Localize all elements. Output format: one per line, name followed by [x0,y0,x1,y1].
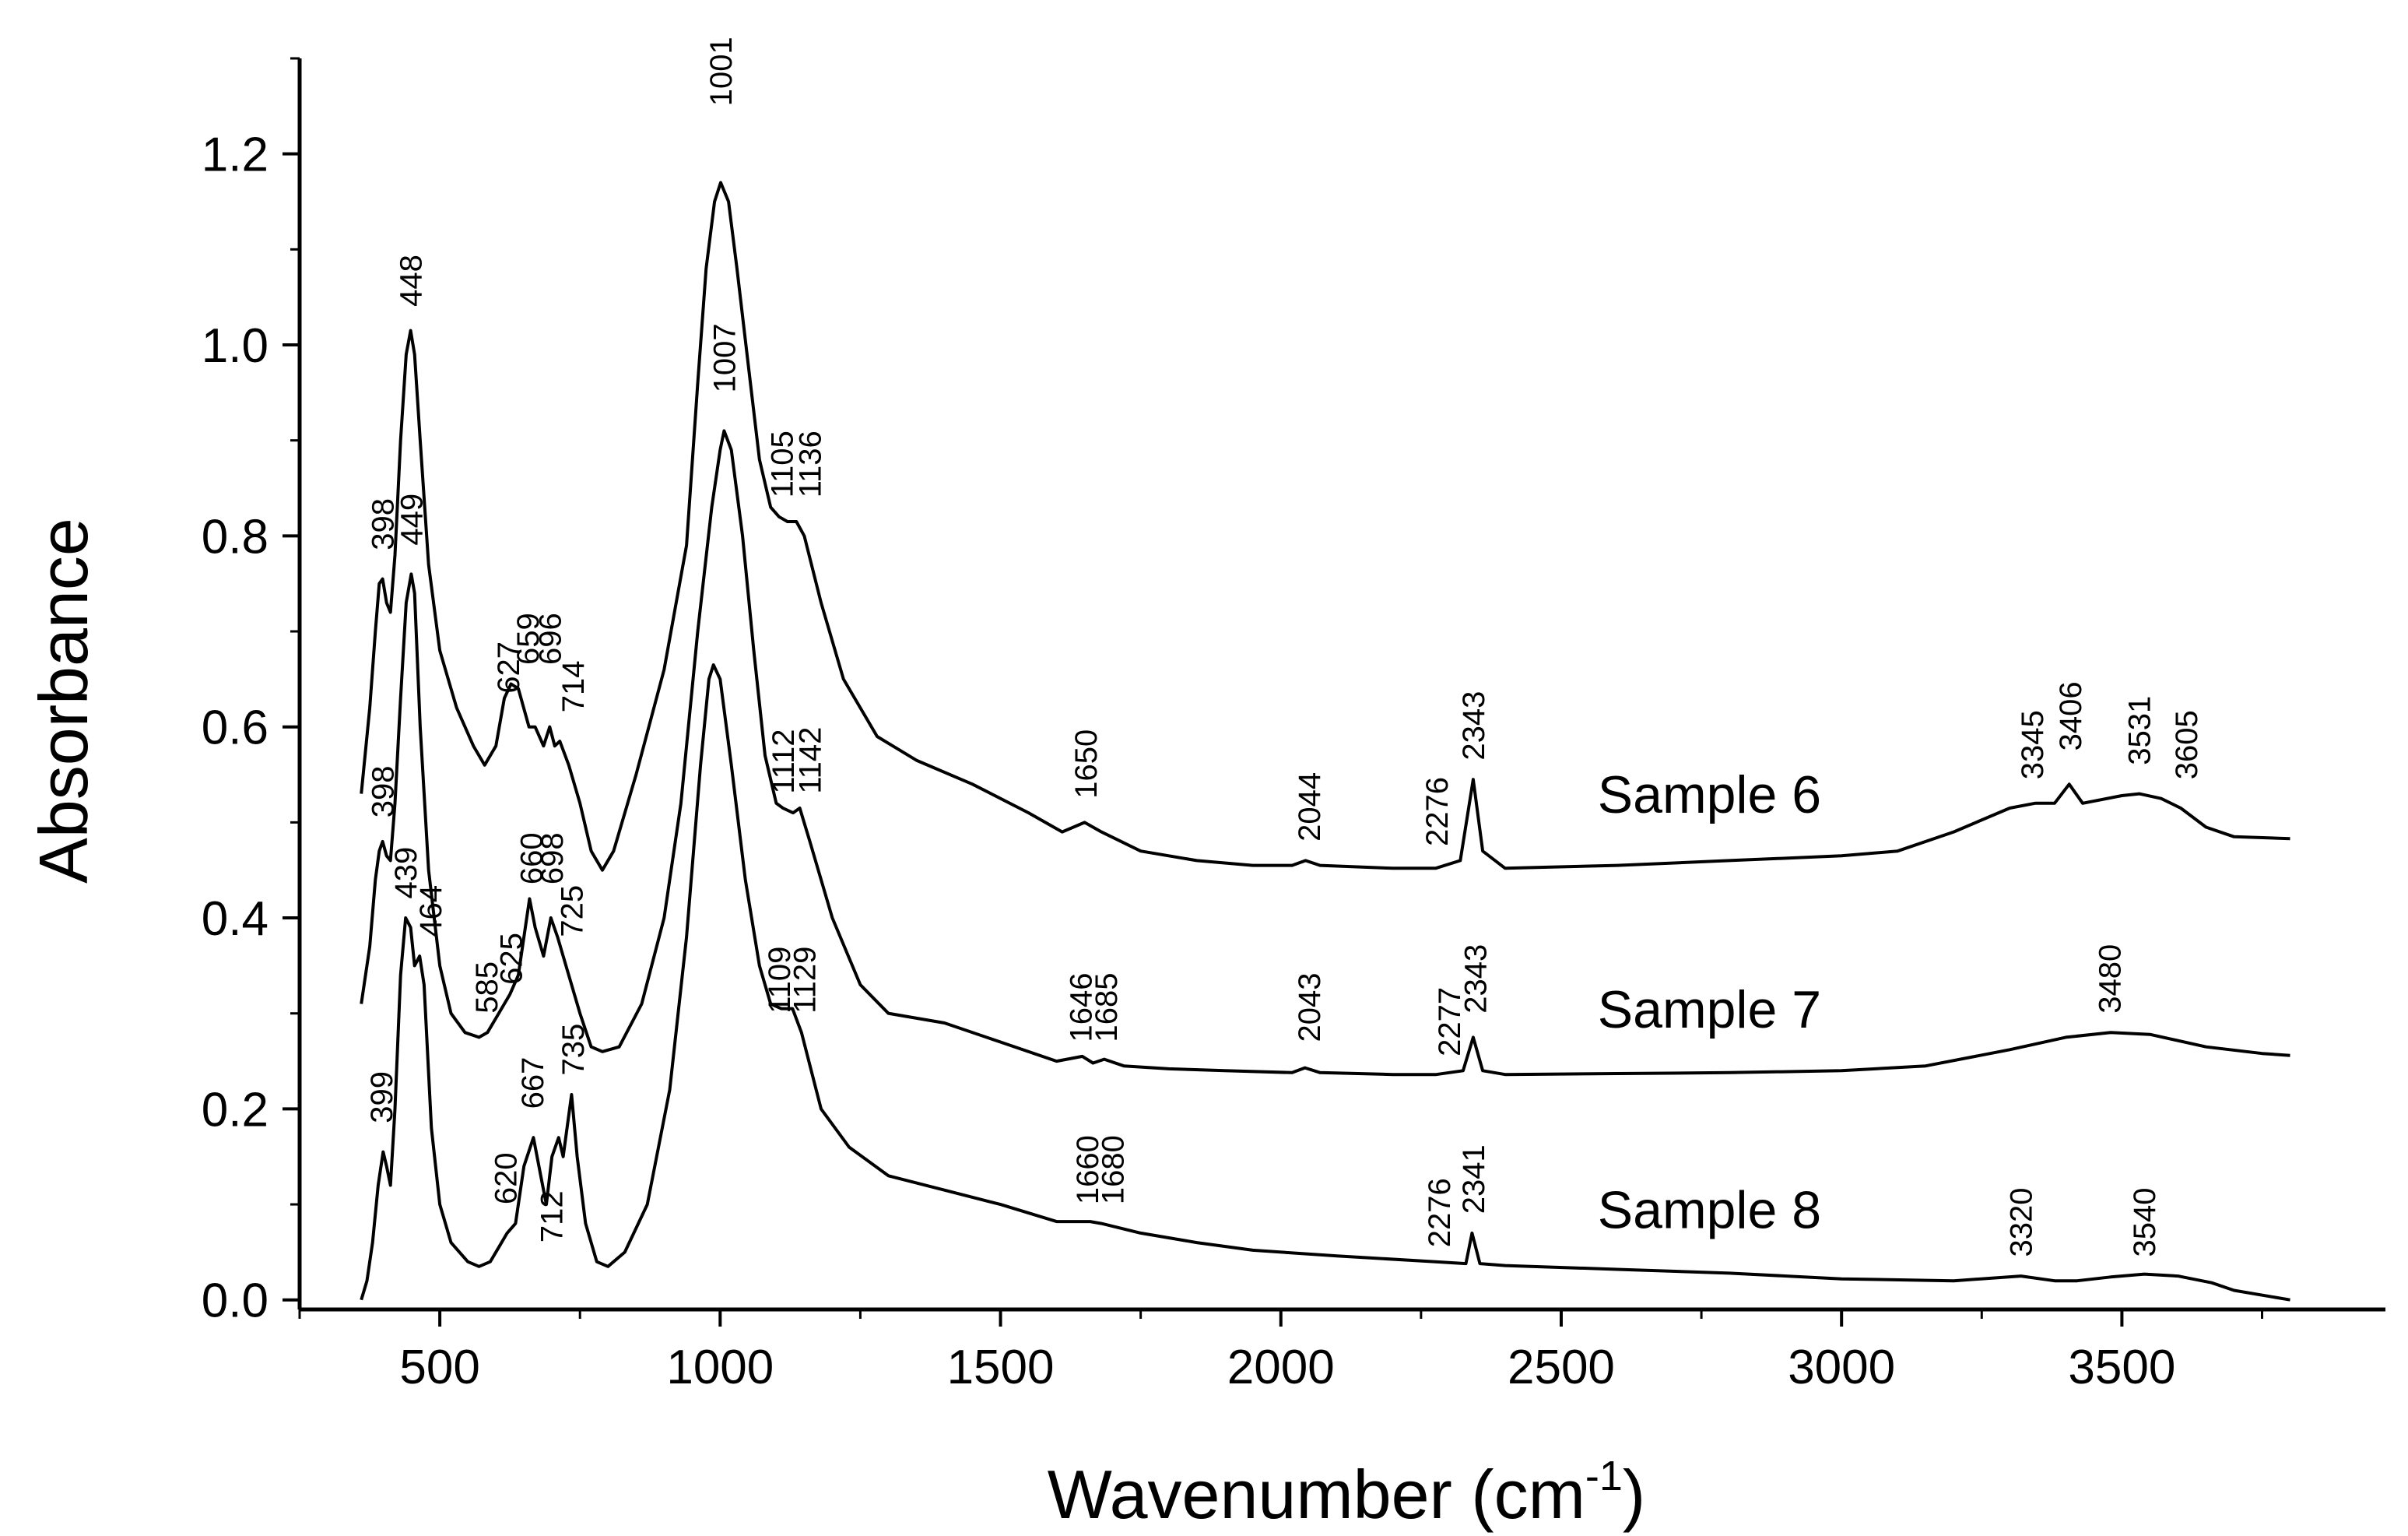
series-group: Sample 6 Sample 7 Sample 8 [360,181,2290,1302]
peak-label: 627 [492,641,526,694]
peak-annotations: 1001448398449100711051136627659696714165… [365,37,2204,1257]
peak-label: 1001 [704,37,739,106]
series-line-3 [360,663,2290,1302]
peak-label: 3531 [2123,696,2157,765]
y-tick-label: 0.4 [202,892,269,946]
peak-label: 725 [555,885,589,937]
peak-label: 3480 [2094,944,2128,1014]
peak-label: 2044 [1293,772,1327,842]
peak-label: 1646 [1065,973,1099,1042]
peak-label: 1660 [1071,1135,1105,1204]
peak-label: 625 [495,933,529,985]
peak-label: 660 [515,832,549,884]
peak-label: 659 [511,613,546,665]
peak-label: 1007 [707,323,742,392]
x-tick-label: 1500 [947,1341,1055,1394]
peak-label: 1685 [1090,973,1124,1042]
x-axis-label-superscript: -1 [1585,1453,1623,1499]
peak-label: 1112 [767,729,801,794]
axes: 0.0 0.2 0.4 0.6 0.8 1.0 1.2 500 1000 1500 2000 2500… [202,57,2385,1394]
peak-label: 1142 [794,727,828,794]
y-tick-label: 0.2 [202,1083,269,1137]
x-axis-label-main: Wavenumber (cm [1048,1456,1585,1533]
series-label-3: Sample 8 [1598,1181,1821,1240]
x-tick-label: 3500 [2068,1341,2175,1394]
series-label-2: Sample 7 [1598,980,1821,1039]
peak-label: 698 [535,832,570,884]
series-label-1: Sample 6 [1598,765,1821,824]
x-axis-label-close: ) [1623,1456,1645,1533]
peak-label: 712 [535,1190,570,1243]
x-tick-label: 500 [399,1341,479,1394]
peak-label: 448 [395,255,429,307]
peak-label: 2277 [1433,987,1467,1056]
peak-label: 2276 [1420,777,1455,846]
peak-label: 1129 [788,947,822,1014]
peak-label: 2343 [1457,691,1491,761]
y-tick-label: 0.6 [202,701,269,755]
x-tick-label: 2500 [1508,1341,1615,1394]
peak-label: 620 [489,1152,523,1204]
peak-label: 398 [367,498,401,550]
peak-label: 1105 [766,431,800,497]
x-tick-label: 3000 [1788,1341,1895,1394]
series-line-1 [360,181,2290,872]
peak-label: 667 [516,1057,550,1109]
peak-label: 1650 [1069,729,1104,799]
peak-label: 1136 [794,431,828,497]
peak-label: 3345 [2016,710,2050,779]
peak-label: 2276 [1423,1178,1457,1247]
peak-label: 449 [395,494,429,546]
peak-label: 585 [470,961,504,1014]
x-tick-label: 2000 [1227,1341,1335,1394]
y-tick-label: 1.0 [202,319,269,373]
peak-label: 1109 [763,947,797,1014]
peak-label: 1680 [1097,1135,1131,1204]
peak-label: 2043 [1293,973,1327,1042]
y-axis-label: Absorbance [25,518,102,884]
axis-labels: Absorbance Wavenumber (cm-1) [25,518,1645,1533]
y-tick-label: 1.2 [202,128,269,182]
peak-label: 439 [389,847,423,899]
peak-label: 696 [533,613,567,665]
y-tick-label: 0.8 [202,510,269,564]
peak-label: 735 [556,1024,591,1076]
x-axis-label: Wavenumber (cm-1) [1048,1453,1645,1533]
peak-label: 2343 [1459,944,1494,1014]
peak-label: 2341 [1457,1144,1491,1214]
peak-label: 399 [365,1071,399,1123]
peak-label: 714 [556,661,591,713]
peak-label: 3540 [2128,1188,2162,1257]
peak-label: 464 [414,885,448,937]
series-line-2 [360,429,2290,1077]
x-tick-label: 1000 [666,1341,774,1394]
peak-label: 3406 [2054,681,2088,750]
peak-label: 398 [367,765,401,817]
peak-label: 3320 [2005,1188,2039,1257]
peak-label: 3605 [2170,710,2204,779]
y-tick-label: 0.0 [202,1274,269,1328]
